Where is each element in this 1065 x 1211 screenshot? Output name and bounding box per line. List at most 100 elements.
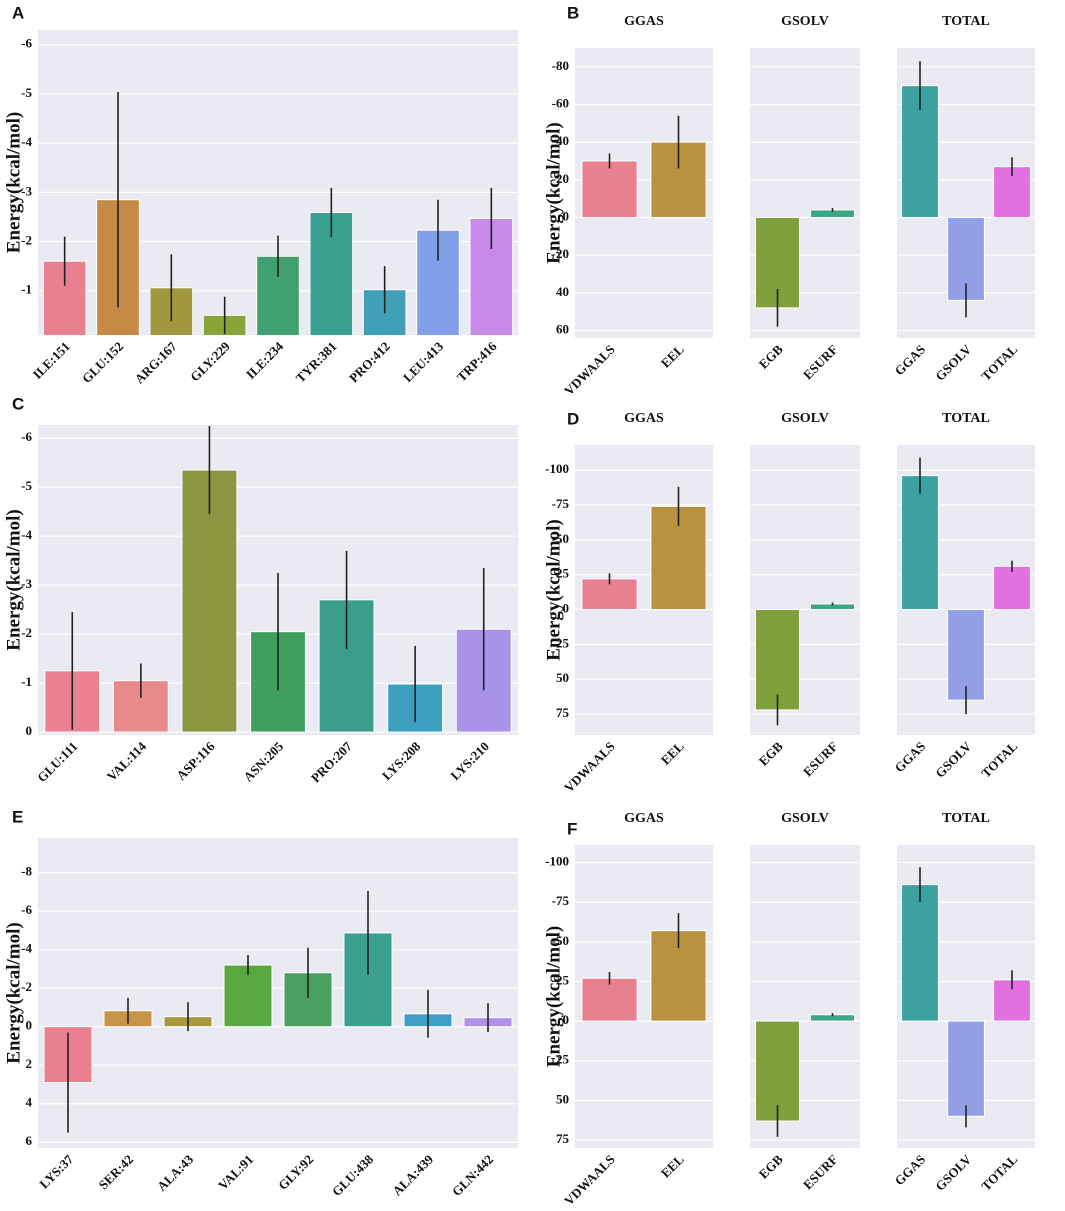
y-tick-label: -100 (545, 853, 569, 868)
y-tick-label: -75 (552, 893, 570, 908)
x-tick-label: LEU:413 (400, 338, 447, 385)
x-tick-label: SER:42 (95, 1152, 136, 1193)
y-tick-label: -80 (552, 58, 569, 73)
x-tick-label: ESURF (800, 1152, 841, 1193)
x-tick-label: ESURF (800, 739, 841, 780)
x-tick-label: GLU:111 (34, 739, 80, 785)
bar (901, 475, 939, 611)
x-tick-label: GGAS (892, 739, 929, 776)
x-tick-label: PRO:207 (308, 738, 355, 785)
x-tick-label: GLU:438 (329, 1151, 377, 1199)
x-tick-label: ALA:43 (154, 1151, 197, 1194)
y-tick-label: -60 (552, 95, 569, 110)
x-tick-label: EGB (756, 738, 786, 768)
bars (43, 890, 513, 1133)
x-tick-label: LYS:208 (379, 738, 424, 783)
y-tick-label: -75 (552, 496, 570, 511)
facet-title: TOTAL (942, 14, 990, 29)
bar (755, 1020, 800, 1122)
x-tick-label: EEL (658, 738, 687, 767)
y-tick-label: 0 (563, 1012, 570, 1027)
x-tick-label: GSOLV (932, 341, 974, 383)
y-tick-label: -8 (21, 864, 32, 879)
y-tick-label: -25 (552, 972, 570, 987)
x-tick-label: ALA:439 (389, 1151, 436, 1198)
x-tick-label: ILE:151 (30, 339, 73, 382)
bar (947, 1020, 985, 1117)
x-tick-label: LYS:37 (36, 1151, 76, 1191)
y-axis-label: Energy(kcal/mol) (543, 122, 564, 263)
y-tick-label: 4 (26, 1095, 33, 1110)
x-tick-label: ASP:116 (173, 738, 218, 783)
x-tick-label: TOTAL (978, 1151, 1020, 1193)
x-tick-label: GSOLV (932, 738, 974, 780)
y-tick-label: -4 (21, 134, 32, 149)
panel-letter: A (12, 3, 24, 22)
panel-letter: C (12, 394, 24, 413)
x-tick-label: VDWAALS (561, 342, 618, 399)
y-axis-label: Energy(kcal/mol) (3, 922, 24, 1063)
facet-title: GSOLV (781, 411, 829, 426)
x-tick-label: GLY:92 (275, 1152, 316, 1193)
y-tick-label: 25 (556, 635, 570, 650)
panel-letter: E (12, 807, 23, 826)
y-axis-label: Energy(kcal/mol) (3, 112, 24, 253)
y-tick-label: -4 (21, 527, 32, 542)
x-tick-label: EGB (756, 341, 786, 371)
y-tick-label: -5 (21, 478, 32, 493)
y-tick-label: 0 (26, 1018, 33, 1033)
y-tick-label: -3 (21, 183, 32, 198)
facet-title: GGAS (624, 411, 664, 426)
x-tick-label: EGB (756, 1151, 786, 1181)
bars (901, 867, 1031, 1128)
x-tick-label: VAL:114 (104, 738, 150, 784)
y-tick-label: 0 (563, 601, 570, 616)
bar (947, 609, 985, 701)
bar (901, 884, 939, 1022)
y-tick-label: -100 (545, 461, 569, 476)
x-tick-label: GLY:229 (187, 338, 233, 384)
y-tick-label: 0 (26, 723, 33, 738)
plot-background (38, 838, 518, 1148)
x-tick-label: ILE:234 (243, 338, 287, 382)
bars (44, 425, 512, 733)
y-tick-label: -1 (21, 674, 32, 689)
bar (993, 565, 1031, 611)
y-tick-label: 75 (556, 705, 570, 720)
bar (581, 160, 638, 218)
y-tick-label: 50 (556, 670, 569, 685)
x-tick-label: GLU:152 (79, 339, 126, 386)
x-tick-label: VDWAALS (561, 739, 618, 796)
y-tick-label: 60 (556, 321, 569, 336)
y-tick-label: 20 (556, 246, 569, 261)
x-tick-label: VAL:91 (215, 1152, 256, 1193)
y-tick-label: 6 (26, 1133, 33, 1148)
panel-letter: D (567, 409, 579, 428)
panel-letter: F (567, 819, 577, 838)
y-tick-label: 40 (556, 284, 569, 299)
y-tick-label: -2 (21, 625, 32, 640)
facet-title: TOTAL (942, 811, 990, 826)
bars (755, 602, 855, 726)
y-tick-label: -6 (21, 36, 32, 51)
facet-title: GSOLV (781, 14, 829, 29)
y-tick-label: -2 (21, 233, 32, 248)
bar (581, 977, 638, 1022)
y-tick-label: 2 (26, 1056, 33, 1071)
y-tick-label: -6 (21, 902, 32, 917)
y-tick-label: -1 (21, 282, 32, 297)
y-tick-label: -6 (21, 429, 32, 444)
x-tick-label: ARG:167 (132, 338, 180, 386)
y-axis-label: Energy(kcal/mol) (3, 509, 24, 650)
y-axis-label: Energy(kcal/mol) (543, 519, 564, 660)
x-tick-label: LYS:210 (447, 739, 492, 784)
bars (901, 61, 1031, 318)
bars (42, 91, 514, 335)
x-tick-label: TOTAL (978, 738, 1020, 780)
bars (755, 1013, 855, 1137)
y-axis-label: Energy(kcal/mol) (543, 926, 564, 1067)
facet-title: TOTAL (942, 411, 990, 426)
bars (581, 486, 707, 611)
